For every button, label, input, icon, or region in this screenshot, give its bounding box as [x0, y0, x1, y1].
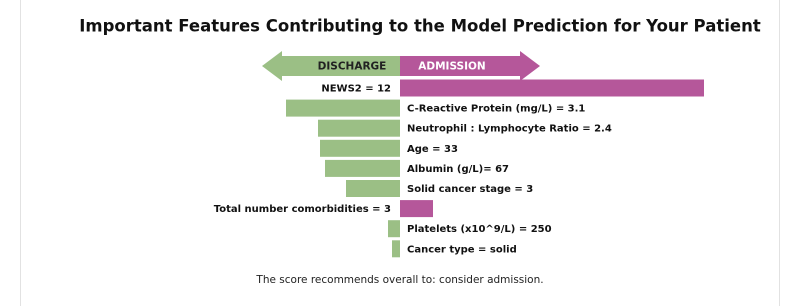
- admission-label: ADMISSION: [418, 61, 485, 73]
- feature-label: Platelets (x10^9/L) = 250: [407, 224, 552, 235]
- discharge-label: DISCHARGE: [318, 61, 387, 73]
- feature-label: Cancer type = solid: [407, 244, 517, 255]
- feature-label: C-Reactive Protein (mg/L) = 3.1: [407, 104, 585, 115]
- feature-label: Solid cancer stage = 3: [407, 184, 533, 195]
- bar: [400, 200, 433, 218]
- admission-arrow: [400, 51, 540, 81]
- bar: [346, 180, 400, 197]
- bar: [325, 159, 400, 177]
- bar: [318, 119, 400, 137]
- bar: [388, 220, 400, 238]
- feature-label: Age = 33: [407, 144, 458, 155]
- feature-label: Total number comorbidities = 3: [214, 204, 391, 215]
- bar: [320, 139, 400, 157]
- discharge-arrow: [262, 51, 400, 81]
- bar: [400, 79, 704, 97]
- bar: [286, 99, 400, 117]
- feature-label: Neutrophil : Lymphocyte Ratio = 2.4: [407, 124, 612, 135]
- feature-label: NEWS2 = 12: [321, 84, 391, 95]
- feature-label: Albumin (g/L)= 67: [407, 164, 509, 175]
- recommendation-note: The score recommends overall to: conside…: [255, 274, 543, 286]
- chart-title: Important Features Contributing to the M…: [79, 17, 761, 36]
- bar: [392, 240, 400, 258]
